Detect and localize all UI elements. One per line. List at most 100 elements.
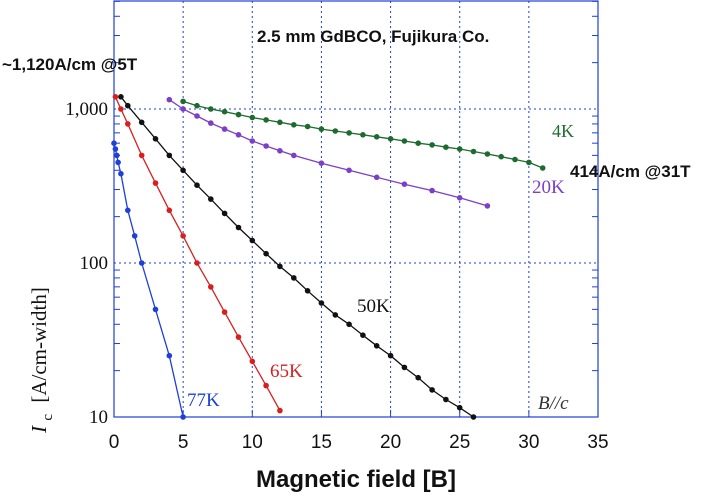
- x-tick-label: 30: [518, 432, 539, 453]
- series-4k-point: [291, 122, 297, 128]
- series-50k-point: [263, 250, 269, 257]
- series-4k-point: [277, 119, 283, 126]
- series-20k-point: [194, 113, 200, 119]
- series-50k-point: [291, 275, 297, 281]
- series-50k-point: [429, 387, 435, 393]
- series-65k-point: [263, 382, 269, 389]
- series-4k-point: [180, 98, 186, 105]
- series-20k-point: [318, 160, 325, 166]
- series-4k-point: [443, 144, 449, 150]
- series-65k-point: [221, 309, 228, 315]
- series-50k-point: [138, 119, 145, 126]
- annotation-field-orientation: B//c: [538, 393, 569, 414]
- series-50k-point: [332, 312, 339, 318]
- series-50k-point: [456, 404, 463, 411]
- y-tick-label: 1,000: [65, 99, 108, 120]
- series-65k-point: [166, 207, 173, 214]
- series-65k-point: [208, 284, 214, 290]
- chart-title: 2.5 mm GdBCO, Fujikura Co.: [257, 27, 489, 46]
- plot-frame: [113, 0, 599, 418]
- x-axis-label: Magnetic field [B]: [256, 466, 456, 493]
- series-65k-point: [194, 260, 200, 266]
- y-axis-label-subscript: c: [40, 414, 56, 421]
- x-tick-label: 20: [380, 432, 401, 453]
- series-20k-point: [180, 106, 186, 112]
- series-20k-point: [277, 148, 283, 154]
- series-65k-point: [152, 180, 159, 186]
- series-77k-point: [131, 233, 138, 239]
- series-4k-point: [208, 106, 214, 112]
- series-20k-point: [429, 187, 435, 194]
- series-4k-point: [304, 123, 311, 130]
- series-4k-point: [498, 153, 505, 160]
- series-65k-point: [180, 233, 186, 239]
- series-4k-point: [484, 151, 491, 157]
- series-4k-point: [456, 146, 463, 152]
- series-50k-point: [249, 237, 256, 244]
- series-50k-point: [387, 352, 394, 359]
- series-20k-point: [249, 138, 256, 144]
- series-20k-point: [166, 96, 173, 103]
- x-tick-label: 5: [178, 432, 189, 453]
- series-4k-point: [235, 111, 242, 118]
- series-65k-point: [235, 334, 242, 340]
- series-4k-point: [263, 117, 269, 123]
- series-50k-point: [166, 152, 173, 159]
- series-77k-point: [118, 170, 124, 177]
- series-50k-point: [346, 321, 352, 328]
- series-65k-line: [114, 96, 281, 411]
- series-50k-point: [415, 374, 422, 381]
- series-label-4k: 4K: [552, 121, 574, 141]
- series-label-65k: 65K: [270, 361, 303, 382]
- series-77k-point: [125, 207, 131, 214]
- x-tick-label: 10: [242, 432, 263, 453]
- series-20k-point: [221, 126, 228, 132]
- y-tick-label: 10: [89, 407, 108, 428]
- series-50k-point: [304, 288, 311, 294]
- series-4k-point: [415, 140, 422, 146]
- series-77k-point: [152, 306, 159, 313]
- series-20k-line: [168, 99, 488, 207]
- series-77k-point: [111, 140, 117, 146]
- y-axis-label-symbol: I: [27, 425, 51, 434]
- series-20k-point: [401, 181, 408, 187]
- y-axis-label-unit: [A/cm-width]: [27, 287, 51, 402]
- series-50k-point: [221, 210, 228, 217]
- series-65k-point: [249, 358, 256, 365]
- series-20k-point: [291, 152, 297, 159]
- series-77k-point: [180, 414, 186, 420]
- series-65k: 65K: [112, 94, 303, 414]
- series-50k-point: [180, 167, 186, 174]
- series-77k-point: [138, 260, 145, 266]
- series-4k-point: [526, 159, 532, 166]
- series-50k-point: [277, 263, 283, 270]
- series-4k-point: [221, 108, 228, 115]
- series-20k-point: [346, 167, 352, 174]
- series-50k-point: [235, 224, 242, 231]
- series-20k-point: [235, 132, 242, 138]
- series-4k-point: [539, 165, 546, 171]
- series-50k-point: [470, 414, 477, 420]
- series-20k-point: [208, 120, 214, 126]
- series-20k-point: [373, 174, 380, 181]
- series-50k-point: [318, 300, 325, 306]
- series-50k: 50K: [118, 94, 477, 420]
- x-tick-label: 0: [109, 432, 120, 453]
- series-50k-point: [373, 343, 380, 349]
- series-65k-point: [118, 106, 124, 112]
- series-65k-point: [125, 121, 131, 127]
- series-50k-point: [360, 332, 366, 339]
- series-77k-point: [115, 159, 121, 166]
- series-label-77k: 77K: [187, 390, 220, 411]
- series-4k-point: [194, 102, 200, 109]
- series-layer: 4K 20K 50K 65K 77K: [111, 94, 574, 420]
- svg-text:I c [A/cm-width]: I c [A/cm-width]: [27, 287, 57, 434]
- series-4k-point: [387, 136, 394, 142]
- series-4k-point: [512, 156, 518, 163]
- y-axis-label: I c [A/cm-width]: [27, 287, 57, 434]
- series-4k-point: [318, 126, 325, 132]
- x-tick-label: 15: [311, 432, 332, 453]
- series-50k-point: [118, 94, 124, 100]
- series-65k-point: [138, 152, 145, 159]
